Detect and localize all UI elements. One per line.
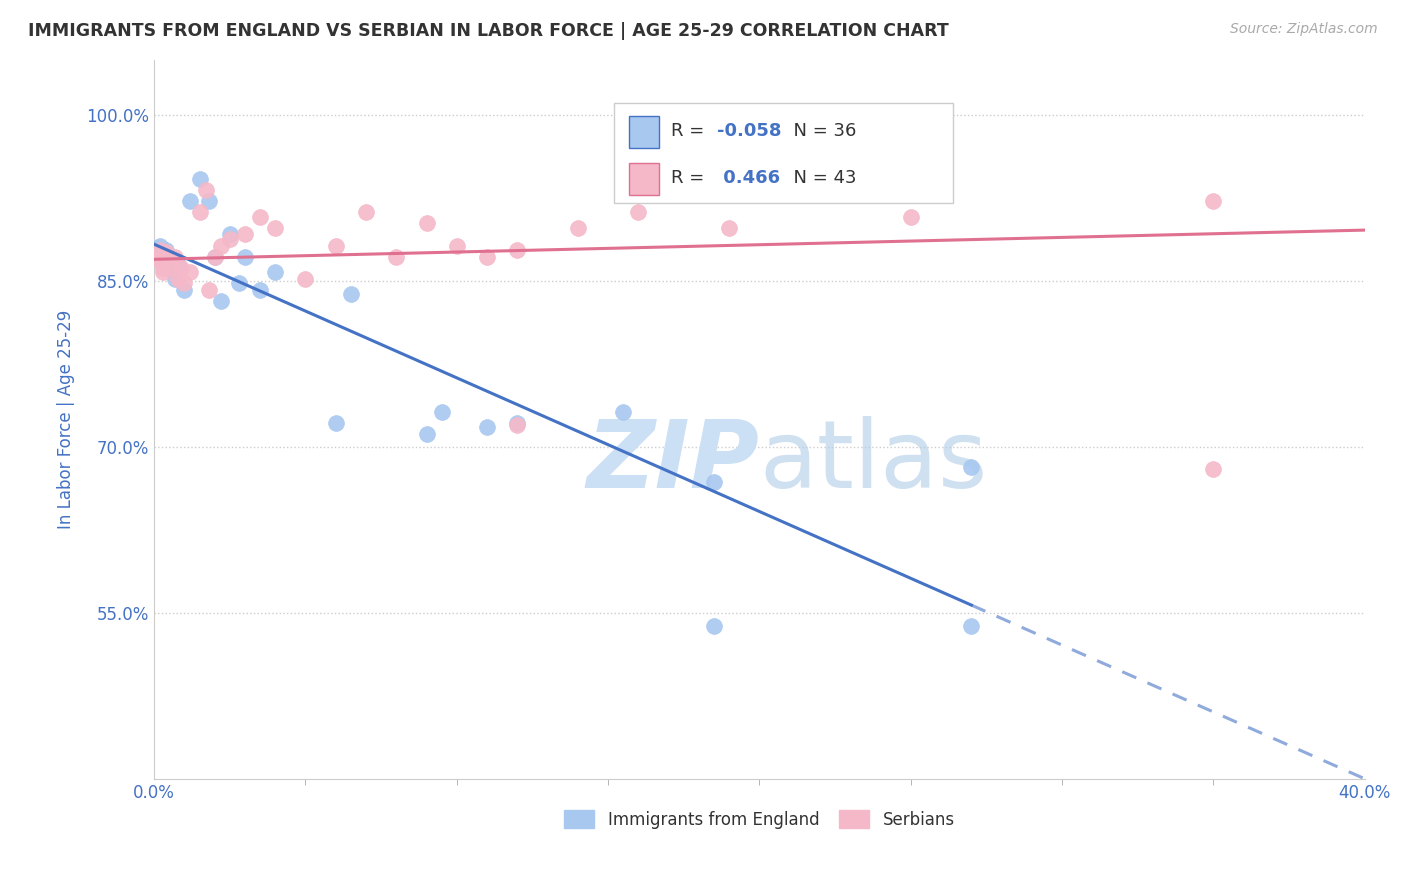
Point [197, 194, 219, 209]
Point [197, 283, 219, 297]
Legend: Immigrants from England, Serbians: Immigrants from England, Serbians [558, 804, 962, 835]
Point [162, 260, 184, 275]
Point [228, 276, 250, 290]
Point [152, 245, 174, 260]
Point [179, 265, 201, 279]
Point [718, 220, 741, 235]
Point [264, 220, 287, 235]
FancyBboxPatch shape [628, 163, 659, 195]
Point [173, 276, 195, 290]
Point [155, 243, 177, 257]
Point [152, 260, 174, 275]
FancyBboxPatch shape [614, 103, 953, 203]
Point [188, 172, 211, 186]
Point [340, 287, 363, 301]
Point [233, 227, 256, 242]
Point [415, 216, 437, 230]
Point [170, 260, 193, 275]
Point [506, 243, 529, 257]
Text: Source: ZipAtlas.com: Source: ZipAtlas.com [1230, 22, 1378, 37]
Point [249, 283, 271, 297]
Point [612, 404, 634, 418]
Point [264, 265, 287, 279]
Point [218, 232, 240, 246]
Text: 0.466: 0.466 [717, 169, 780, 187]
Point [209, 238, 232, 252]
Text: N = 43: N = 43 [783, 169, 858, 187]
Point [475, 250, 498, 264]
Point [165, 271, 187, 285]
Point [1202, 194, 1225, 209]
Point [167, 271, 190, 285]
Point [149, 243, 172, 257]
Point [146, 241, 169, 255]
Point [430, 404, 453, 418]
Point [446, 238, 468, 252]
Point [960, 459, 983, 474]
Point [415, 426, 437, 441]
Point [165, 250, 187, 264]
Point [209, 293, 232, 308]
Point [162, 263, 184, 277]
Point [157, 256, 180, 270]
Point [173, 283, 195, 297]
Text: -0.058: -0.058 [717, 122, 782, 140]
Point [149, 254, 172, 268]
Point [567, 220, 589, 235]
Point [506, 416, 529, 430]
Text: IMMIGRANTS FROM ENGLAND VS SERBIAN IN LABOR FORCE | AGE 25-29 CORRELATION CHART: IMMIGRANTS FROM ENGLAND VS SERBIAN IN LA… [28, 22, 949, 40]
Point [294, 271, 316, 285]
Point [475, 420, 498, 434]
FancyBboxPatch shape [628, 116, 659, 148]
Point [506, 417, 529, 432]
Text: ZIP: ZIP [586, 417, 759, 508]
Point [218, 227, 240, 242]
Point [194, 183, 217, 197]
Point [325, 238, 347, 252]
Point [960, 619, 983, 633]
Point [1202, 462, 1225, 476]
Point [188, 205, 211, 219]
Point [157, 252, 180, 266]
Point [354, 205, 377, 219]
Point [325, 416, 347, 430]
Text: R =: R = [671, 122, 710, 140]
Point [179, 194, 201, 209]
Point [155, 245, 177, 260]
Point [385, 250, 408, 264]
Point [249, 210, 271, 224]
Point [204, 250, 226, 264]
Point [149, 238, 172, 252]
Text: R =: R = [671, 169, 710, 187]
Text: N = 36: N = 36 [783, 122, 856, 140]
Point [167, 257, 190, 271]
Y-axis label: In Labor Force | Age 25-29: In Labor Force | Age 25-29 [58, 310, 75, 529]
Text: atlas: atlas [759, 417, 988, 508]
Point [152, 265, 174, 279]
Point [204, 250, 226, 264]
Point [627, 205, 650, 219]
Point [146, 250, 169, 264]
Point [703, 619, 725, 633]
Point [703, 475, 725, 490]
Point [900, 210, 922, 224]
Point [233, 250, 256, 264]
